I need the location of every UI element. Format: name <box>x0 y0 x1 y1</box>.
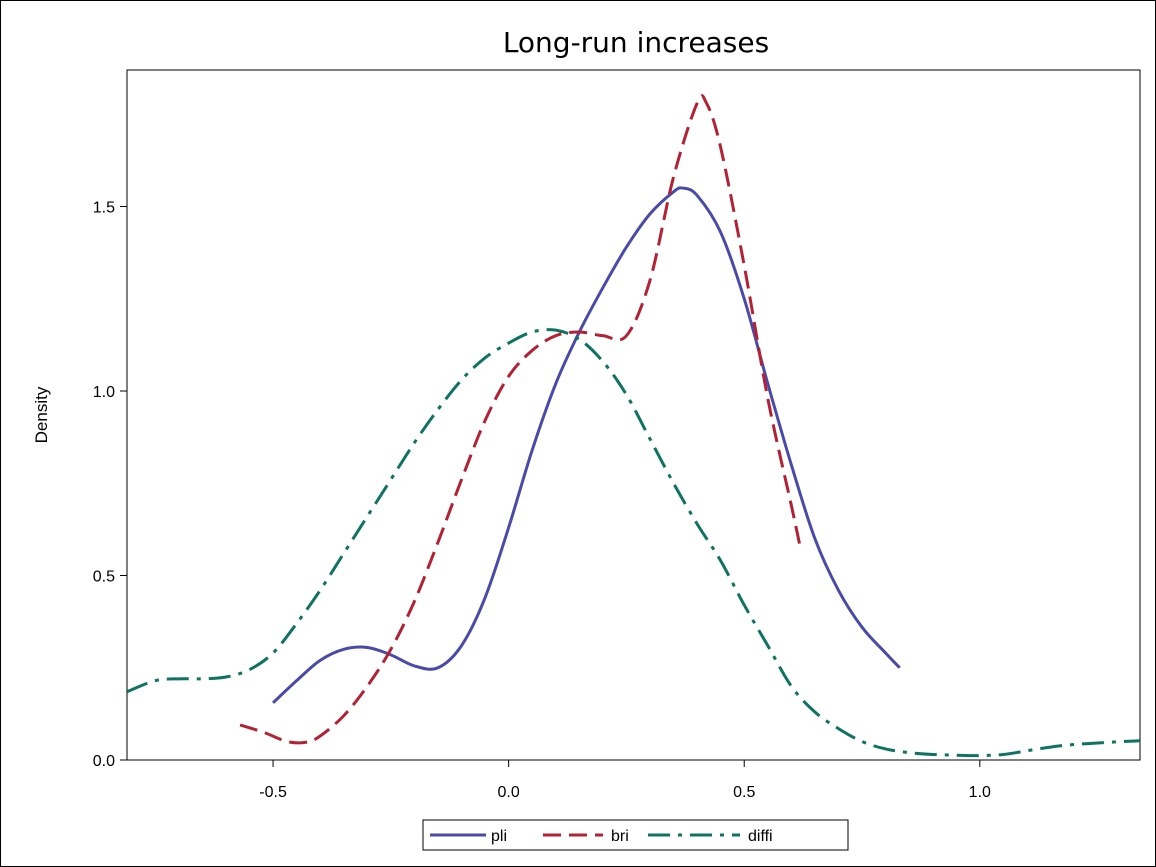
y-tick-label: 1.5 <box>93 200 115 217</box>
legend-label-bri: bri <box>611 828 629 845</box>
y-tick-label: 1.0 <box>93 384 115 401</box>
y-axis-label: Density <box>32 386 51 443</box>
series-layer <box>127 94 1140 758</box>
y-tick-label: 0.5 <box>93 569 115 586</box>
plot-area <box>126 69 1141 761</box>
legend-label-pli: pli <box>491 828 507 845</box>
x-tick-label: 0.5 <box>733 784 755 801</box>
y-axis: 0.0 0.5 1.0 1.5 <box>93 200 127 770</box>
legend-label-diffi: diffi <box>748 828 773 845</box>
legend: pli bri diffi <box>422 819 849 851</box>
x-tick-label: 0.0 <box>498 784 520 801</box>
x-tick-label: -0.5 <box>259 784 287 801</box>
series-line-diffi <box>127 328 1140 758</box>
x-tick-label: 1.0 <box>969 784 991 801</box>
x-axis: -0.5 0.0 0.5 1.0 <box>259 760 991 801</box>
legend-box <box>422 819 849 851</box>
chart-title: Long-run increases <box>503 26 769 59</box>
y-tick-label: 0.0 <box>93 753 115 770</box>
series-line-bri <box>239 94 803 745</box>
